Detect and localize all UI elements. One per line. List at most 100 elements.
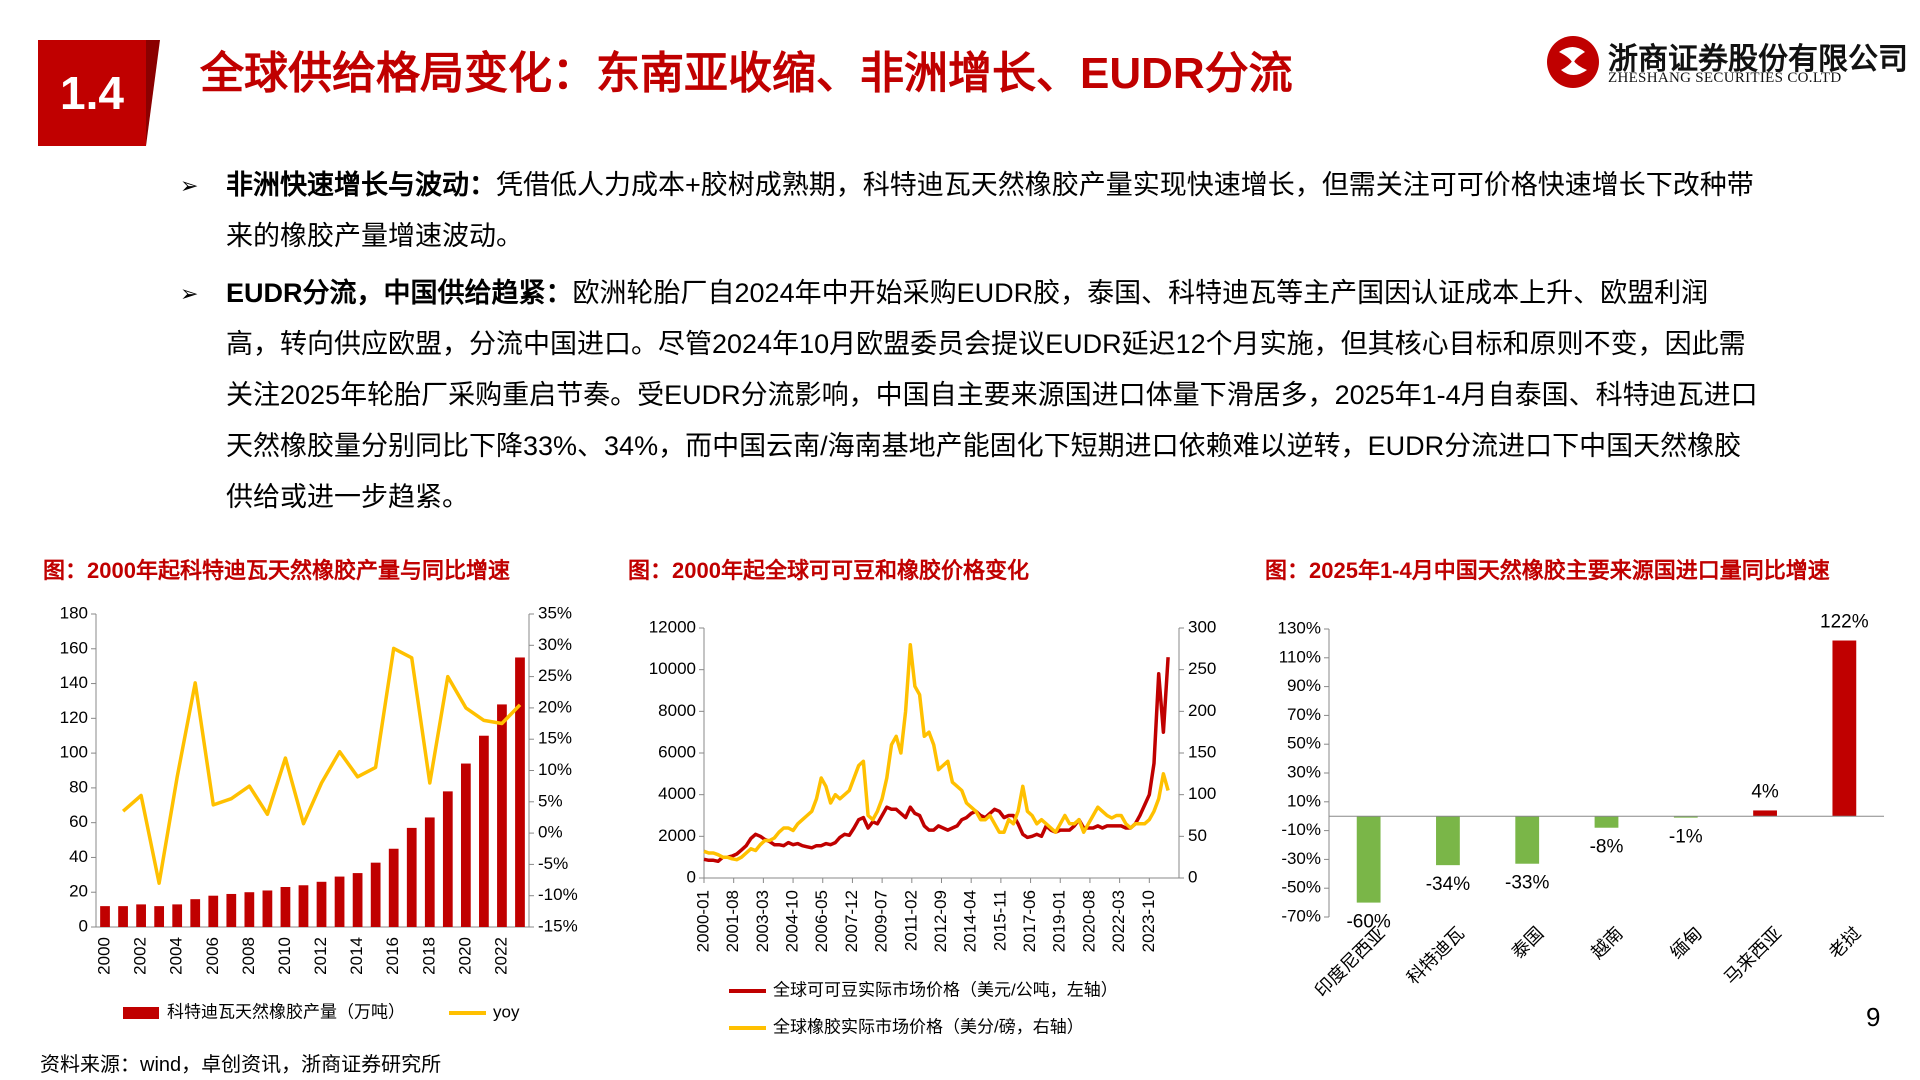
y2-tick-label: 20% — [538, 697, 572, 716]
x-tick-label: 科特迪瓦 — [1403, 923, 1468, 988]
bar — [316, 881, 327, 927]
x-tick-label: 2000-01 — [693, 890, 712, 952]
bar — [244, 892, 255, 927]
chart-title: 图：2000年起科特迪瓦天然橡胶产量与同比增速 — [43, 558, 510, 583]
x-tick-label: 2022-03 — [1109, 890, 1128, 952]
y2-tick-label: 25% — [538, 666, 572, 685]
y-tick-label: 80 — [69, 777, 88, 796]
bullet-text: 凭借低人力成本+胶树成熟期，科特迪瓦天然橡胶产量实现快速增长，但需关注可可价格快… — [226, 170, 1754, 251]
bar — [226, 893, 237, 927]
y-tick-label: 0 — [687, 867, 696, 886]
y-tick-label: 110% — [1279, 647, 1321, 666]
line — [703, 642, 1170, 862]
y-tick-label: 6000 — [658, 742, 696, 761]
x-tick-label: 2003-03 — [753, 890, 772, 952]
bar — [497, 704, 507, 927]
x-tick-label: 2015-11 — [990, 890, 1009, 951]
y-tick-label: 90% — [1287, 676, 1321, 695]
x-tick-label: 2008 — [239, 937, 258, 975]
x-tick-label: 泰国 — [1508, 923, 1548, 963]
x-tick-label: 2018 — [419, 937, 438, 975]
bar — [1515, 816, 1540, 864]
bar — [280, 887, 291, 927]
x-tick-label: 2001-08 — [723, 890, 742, 952]
y2-tick-label: -15% — [538, 916, 578, 935]
bar — [298, 885, 309, 927]
legend-label: yoy — [493, 1002, 520, 1021]
x-tick-label: 2009-07 — [872, 890, 891, 952]
data-label: -34% — [1426, 874, 1470, 895]
y2-tick-label: 50 — [1188, 826, 1207, 845]
x-tick-label: 缅甸 — [1666, 923, 1706, 963]
page-number: 9 — [1866, 1002, 1881, 1032]
y-tick-label: 130% — [1278, 618, 1321, 637]
logo-en: ZHESHANG SECURITIES CO.LTD — [1608, 70, 1842, 86]
legend-label: 全球橡胶实际市场价格（美分/磅，右轴） — [773, 1017, 1084, 1036]
x-tick-label: 2022 — [491, 937, 510, 975]
data-label: -33% — [1505, 873, 1549, 894]
logo-cn: 浙商证券股份有限公司 — [1608, 43, 1908, 76]
x-tick-label: 印度尼西亚 — [1311, 923, 1389, 1001]
x-tick-label: 2016 — [383, 937, 402, 975]
y-tick-label: 120 — [60, 708, 88, 727]
bar — [190, 899, 201, 927]
x-tick-label: 2012 — [311, 937, 330, 975]
y2-tick-label: -10% — [538, 885, 578, 904]
data-label: -1% — [1669, 827, 1703, 848]
bar — [1753, 810, 1777, 817]
y2-tick-label: 200 — [1188, 701, 1216, 720]
y2-tick-label: 10% — [538, 760, 572, 779]
y-tick-label: 10% — [1287, 791, 1321, 810]
bar — [1356, 816, 1381, 903]
x-tick-label: 2020-08 — [1079, 890, 1098, 952]
y-tick-label: 140 — [60, 673, 88, 692]
x-tick-label: 老挝 — [1825, 923, 1865, 963]
bar — [172, 904, 183, 927]
data-label: -8% — [1590, 837, 1624, 858]
bar — [1594, 816, 1619, 828]
chart-title: 图：2000年起全球可可豆和橡胶价格变化 — [628, 558, 1029, 583]
bar — [100, 906, 110, 927]
bar — [388, 848, 399, 927]
y-tick-label: 0 — [79, 916, 88, 935]
legend-label: 全球可可豆实际市场价格（美元/公吨，左轴） — [773, 980, 1118, 999]
slide-title: 全球供给格局变化：东南亚收缩、非洲增长、EUDR分流 — [200, 49, 1293, 98]
x-tick-label: 2007-12 — [842, 890, 861, 952]
x-tick-label: 马来西亚 — [1720, 923, 1785, 988]
x-tick-label: 2006 — [203, 937, 222, 975]
x-tick-label: 2011-02 — [901, 890, 920, 951]
y2-tick-label: -5% — [538, 854, 568, 873]
y-tick-label: 100 — [60, 743, 88, 762]
bullet-text: 欧洲轮胎厂自2024年中开始采购EUDR胶，泰国、科特迪瓦等主产国因认证成本上升… — [226, 278, 1758, 512]
bullet-label: EUDR分流，中国供给趋紧： — [226, 278, 573, 308]
y-tick-label: 8000 — [658, 701, 696, 720]
chart-title: 图：2025年1-4月中国天然橡胶主要来源国进口量同比增速 — [1265, 558, 1830, 583]
x-tick-label: 2020 — [455, 937, 474, 975]
bullet: ➢ EUDR分流，中国供给趋紧：欧洲轮胎厂自2024年中开始采购EUDR胶，泰国、… — [180, 278, 1758, 512]
x-tick-label: 2004-10 — [783, 890, 802, 952]
data-label: 122% — [1820, 612, 1869, 633]
y2-tick-label: 250 — [1188, 659, 1216, 678]
bar — [118, 906, 128, 927]
bar — [479, 735, 489, 927]
y-tick-label: 50% — [1287, 734, 1321, 753]
bar — [406, 827, 417, 927]
bar — [460, 763, 471, 927]
y-tick-label: 12000 — [649, 617, 696, 636]
bar — [1673, 816, 1698, 818]
bar — [424, 817, 435, 927]
bar — [442, 791, 453, 927]
x-tick-label: 2012-09 — [931, 890, 950, 952]
line — [703, 657, 1170, 864]
legend-label: 科特迪瓦天然橡胶产量（万吨） — [167, 1002, 405, 1021]
legend-swatch — [123, 1007, 159, 1019]
y2-tick-label: 100 — [1188, 784, 1216, 803]
y-tick-label: 60 — [69, 812, 88, 831]
bar — [515, 657, 525, 927]
y2-tick-label: 150 — [1188, 742, 1216, 761]
y-tick-label: 10000 — [649, 659, 696, 678]
y-tick-label: 160 — [60, 638, 88, 657]
y-tick-label: -70% — [1281, 906, 1321, 925]
section-edge — [146, 40, 160, 146]
